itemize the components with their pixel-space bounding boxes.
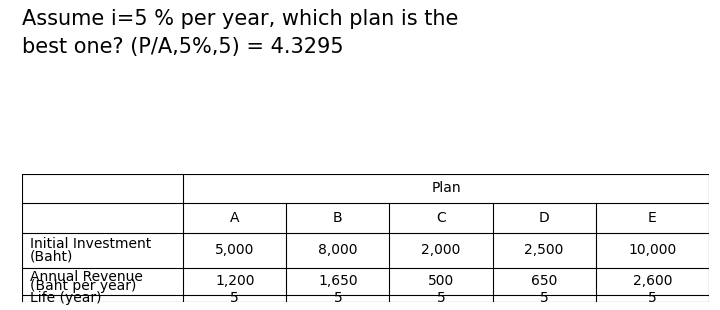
Text: 5: 5 (333, 291, 342, 305)
Text: 2,500: 2,500 (524, 243, 564, 258)
Text: 1,650: 1,650 (318, 274, 358, 288)
Text: 5,000: 5,000 (215, 243, 254, 258)
Text: C: C (436, 211, 446, 225)
Text: B: B (333, 211, 343, 225)
Text: Initial Investment: Initial Investment (30, 237, 151, 251)
Text: 5: 5 (648, 291, 657, 305)
Text: Annual Revenue: Annual Revenue (30, 270, 143, 284)
Text: A: A (230, 211, 240, 225)
Text: 5: 5 (540, 291, 549, 305)
Text: 10,000: 10,000 (629, 243, 677, 258)
Text: 8,000: 8,000 (318, 243, 358, 258)
Text: 650: 650 (531, 274, 557, 288)
Text: Assume i=5 % per year, which plan is the
best one? (P/A,5%,5) = 4.3295: Assume i=5 % per year, which plan is the… (22, 9, 458, 56)
Text: Life (year): Life (year) (30, 291, 102, 305)
Text: Plan: Plan (431, 181, 461, 195)
Text: 5: 5 (230, 291, 239, 305)
Text: 2,000: 2,000 (421, 243, 461, 258)
Text: 2,600: 2,600 (633, 274, 672, 288)
Text: (Baht per year): (Baht per year) (30, 279, 136, 293)
Text: 1,200: 1,200 (215, 274, 254, 288)
Text: 500: 500 (428, 274, 454, 288)
Text: E: E (648, 211, 657, 225)
Text: D: D (539, 211, 549, 225)
Text: 5: 5 (436, 291, 446, 305)
Text: (Baht): (Baht) (30, 250, 73, 264)
